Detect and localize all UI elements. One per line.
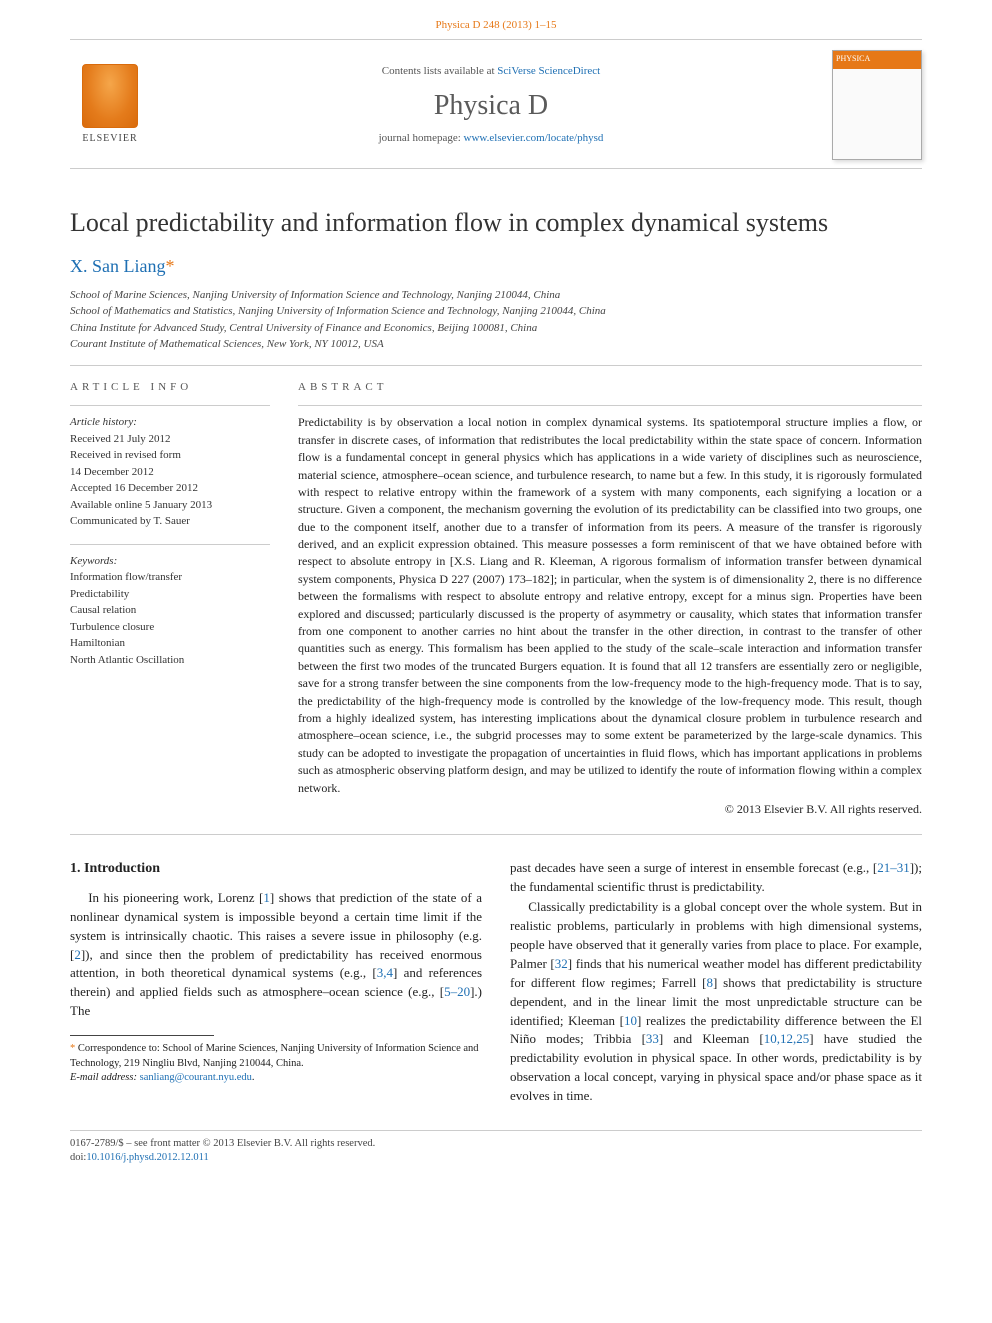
history-line: 14 December 2012 <box>70 464 270 481</box>
keyword: North Atlantic Oscillation <box>70 652 270 669</box>
reference-link[interactable]: 21–31 <box>877 860 910 875</box>
body-paragraph: In his pioneering work, Lorenz [1] shows… <box>70 889 482 1021</box>
doi-prefix: doi: <box>70 1152 86 1163</box>
sciencedirect-link[interactable]: SciVerse ScienceDirect <box>497 65 600 77</box>
keywords-label: Keywords: <box>70 553 270 570</box>
affiliation: Courant Institute of Mathematical Scienc… <box>70 336 922 353</box>
issn-line: 0167-2789/$ – see front matter © 2013 El… <box>70 1137 922 1152</box>
keyword: Hamiltonian <box>70 635 270 652</box>
abstract-column: abstract Predictability is by observatio… <box>298 380 922 818</box>
divider <box>298 405 922 406</box>
body-paragraph: past decades have seen a surge of intere… <box>510 859 922 897</box>
journal-title: Physica D <box>164 86 818 125</box>
keywords-block: Keywords: Information flow/transfer Pred… <box>70 553 270 669</box>
affiliation: School of Mathematics and Statistics, Na… <box>70 303 922 320</box>
history-label: Article history: <box>70 414 270 431</box>
section-heading-introduction: 1. Introduction <box>70 859 482 879</box>
history-line: Received in revised form <box>70 447 270 464</box>
text-run: In his pioneering work, Lorenz [ <box>88 890 263 905</box>
reference-link[interactable]: 3,4 <box>377 965 393 980</box>
contents-line: Contents lists available at SciVerse Sci… <box>164 64 818 79</box>
article-history-block: Article history: Received 21 July 2012 R… <box>70 414 270 530</box>
keyword: Predictability <box>70 586 270 603</box>
reference-link[interactable]: 5–20 <box>444 984 470 999</box>
divider <box>70 405 270 406</box>
body-two-column: 1. Introduction In his pioneering work, … <box>70 859 922 1106</box>
affiliations: School of Marine Sciences, Nanjing Unive… <box>70 287 922 366</box>
abstract-heading: abstract <box>298 380 922 395</box>
text-run: past decades have seen a surge of intere… <box>510 860 877 875</box>
contents-prefix: Contents lists available at <box>382 65 497 77</box>
history-line: Communicated by T. Sauer <box>70 513 270 530</box>
reference-link[interactable]: 10,12,25 <box>764 1031 810 1046</box>
reference-link[interactable]: 33 <box>646 1031 659 1046</box>
affiliation: China Institute for Advanced Study, Cent… <box>70 320 922 337</box>
doi-link[interactable]: 10.1016/j.physd.2012.12.011 <box>86 1152 208 1163</box>
article-info-heading: article info <box>70 380 270 395</box>
footnote-separator <box>70 1035 214 1036</box>
body-paragraph: Classically predictability is a global c… <box>510 898 922 1105</box>
elsevier-tree-icon <box>82 64 138 128</box>
reference-link[interactable]: 10 <box>624 1013 637 1028</box>
author-link[interactable]: X. San Liang <box>70 256 165 276</box>
page-footer: 0167-2789/$ – see front matter © 2013 El… <box>70 1130 922 1166</box>
top-citation: Physica D 248 (2013) 1–15 <box>70 18 922 40</box>
email-link[interactable]: sanliang@courant.nyu.edu <box>140 1072 252 1083</box>
journal-cover-thumbnail[interactable]: PHYSICA <box>832 50 922 160</box>
article-info-column: article info Article history: Received 2… <box>70 380 270 818</box>
email-label: E-mail address: <box>70 1072 137 1083</box>
publisher-logo[interactable]: ELSEVIER <box>70 50 150 160</box>
history-line: Received 21 July 2012 <box>70 431 270 448</box>
abstract-text: Predictability is by observation a local… <box>298 414 922 797</box>
article-title: Local predictability and information flo… <box>70 205 922 241</box>
reference-link[interactable]: 32 <box>555 956 568 971</box>
publisher-name: ELSEVIER <box>82 132 137 146</box>
footnote-text: Correspondence to: School of Marine Scie… <box>70 1043 479 1069</box>
cover-body <box>833 69 921 159</box>
asterisk-icon: * <box>70 1043 78 1054</box>
divider <box>70 544 270 545</box>
corresponding-footnote: * Correspondence to: School of Marine Sc… <box>70 1042 482 1086</box>
author-line: X. San Liang* <box>70 254 922 279</box>
keyword: Turbulence closure <box>70 619 270 636</box>
abstract-copyright: © 2013 Elsevier B.V. All rights reserved… <box>298 801 922 818</box>
journal-homepage-link[interactable]: www.elsevier.com/locate/physd <box>464 132 604 144</box>
keyword: Information flow/transfer <box>70 569 270 586</box>
journal-header: ELSEVIER Contents lists available at Sci… <box>70 40 922 169</box>
top-citation-link[interactable]: Physica D 248 (2013) 1–15 <box>436 19 557 31</box>
keyword: Causal relation <box>70 602 270 619</box>
history-line: Available online 5 January 2013 <box>70 497 270 514</box>
history-line: Accepted 16 December 2012 <box>70 480 270 497</box>
cover-band: PHYSICA <box>833 51 921 69</box>
corresponding-asterisk-icon: * <box>165 256 174 276</box>
affiliation: School of Marine Sciences, Nanjing Unive… <box>70 287 922 304</box>
homepage-prefix: journal homepage: <box>379 132 464 144</box>
homepage-line: journal homepage: www.elsevier.com/locat… <box>164 131 818 146</box>
text-run: ] and Kleeman [ <box>659 1031 764 1046</box>
